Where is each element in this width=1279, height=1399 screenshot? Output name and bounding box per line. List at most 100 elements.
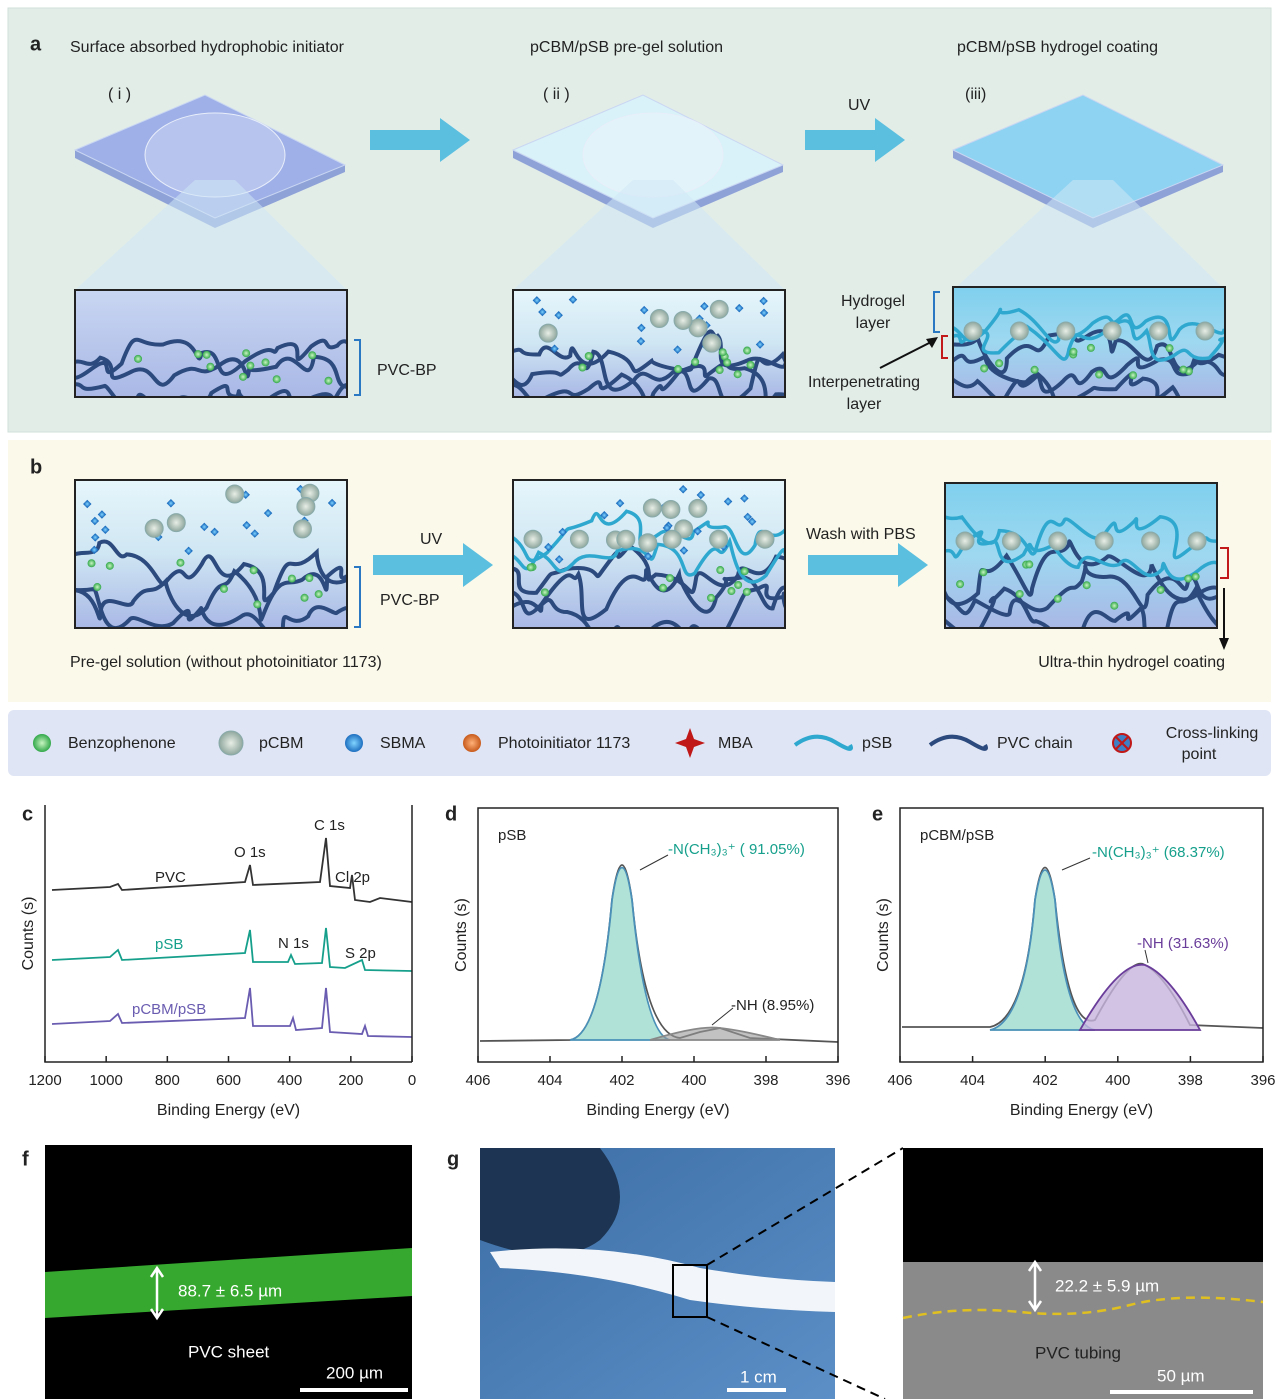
x-tick-label: 400: [681, 1072, 706, 1089]
legend-swatch: [463, 734, 481, 752]
benzophenone: [716, 566, 724, 574]
scale-label: 1 cm: [740, 1367, 777, 1386]
pcbm: [1002, 532, 1020, 550]
benzophenone: [743, 588, 751, 596]
pcbm: [1103, 322, 1121, 340]
benzophenone: [301, 594, 309, 602]
schematic: [65, 290, 382, 415]
pcbm: [167, 514, 185, 532]
x-tick-label: 398: [1178, 1072, 1203, 1089]
pcbm: [710, 300, 728, 318]
region-label: Hydrogel: [841, 293, 905, 310]
benzophenone: [979, 568, 987, 576]
pcbm: [689, 499, 707, 517]
pcbm: [662, 500, 680, 518]
peak-label: N 1s: [278, 935, 309, 952]
benzophenone: [980, 364, 988, 372]
benzophenone: [541, 588, 549, 596]
pcbm: [650, 310, 668, 328]
component-label: -N(CH₃)₃⁺ (68.37%): [1092, 844, 1225, 861]
pcbm: [1010, 322, 1028, 340]
component-label: -NH (8.95%): [731, 997, 814, 1014]
component-label: -NH (31.63%): [1137, 935, 1229, 952]
pcbm: [643, 499, 661, 517]
region-label: PVC-BP: [380, 592, 440, 609]
benzophenone: [716, 366, 724, 374]
schematic-content: [65, 290, 382, 415]
step-title: pCBM/pSB pre-gel solution: [530, 39, 723, 56]
benzophenone: [1016, 590, 1024, 598]
y-axis-label: Counts (s): [875, 898, 892, 972]
schematic-content: [935, 483, 1257, 644]
peak-label: S 2p: [345, 945, 376, 962]
schematic-bg: [513, 290, 785, 397]
x-tick-label: 600: [216, 1072, 241, 1089]
benzophenone: [1025, 560, 1033, 568]
benzophenone: [203, 351, 211, 359]
benzophenone: [88, 559, 96, 567]
benzophenone: [1166, 344, 1174, 352]
sample-label: pCBM/pSB: [920, 827, 994, 844]
benzophenone: [527, 563, 535, 571]
step-tag: (iii): [965, 86, 986, 103]
legend-swatch: [33, 734, 51, 752]
caption: Pre-gel solution (without photoinitiator…: [70, 654, 382, 671]
series-label: pCBM/pSB: [132, 1001, 206, 1018]
schematic-bg: [75, 290, 347, 397]
pcbm: [524, 530, 542, 548]
benzophenone: [1031, 366, 1039, 374]
legend-label: point: [1182, 746, 1217, 763]
benzophenone: [106, 562, 114, 570]
legend-label: SBMA: [380, 735, 426, 752]
arrow-label: Wash with PBS: [806, 526, 916, 543]
pcbm: [145, 519, 163, 537]
panel-label: c: [22, 803, 33, 825]
peak-fill: [650, 1028, 780, 1041]
benzophenone: [691, 358, 699, 366]
benzophenone: [1095, 371, 1103, 379]
benzophenone: [578, 364, 586, 372]
spectrum: [480, 865, 838, 1042]
x-tick-label: 406: [465, 1072, 490, 1089]
peak-label: C 1s: [314, 817, 345, 834]
pcbm: [1150, 322, 1168, 340]
benzophenone: [734, 581, 742, 589]
benzophenone: [1054, 595, 1062, 603]
pcbm: [1196, 322, 1214, 340]
sample-label: PVC tubing: [1035, 1343, 1121, 1362]
benzophenone: [1179, 366, 1187, 374]
y-axis-label: Counts (s): [453, 898, 470, 972]
x-tick-label: 400: [1105, 1072, 1130, 1089]
benzophenone: [1087, 344, 1095, 352]
series-label: PVC: [155, 869, 186, 886]
plot-frame: [45, 805, 412, 1062]
measurement: 22.2 ± 5.9 µm: [1055, 1276, 1159, 1295]
benzophenone: [242, 349, 250, 357]
region-label: layer: [847, 396, 882, 413]
schematic: [503, 480, 817, 642]
x-tick-label: 1200: [28, 1072, 61, 1089]
benzophenone: [315, 590, 323, 598]
page: {"figure":{ "panel_a":{"label":"a","step…: [0, 0, 1279, 1399]
benzophenone: [273, 375, 281, 383]
step-title: pCBM/pSB hydrogel coating: [957, 39, 1158, 56]
benzophenone: [743, 347, 751, 355]
schematic-content: [943, 287, 1251, 412]
legend-swatch: [219, 731, 243, 755]
region-label: layer: [856, 315, 891, 332]
legend-label: PVC chain: [997, 735, 1073, 752]
legend-label: Cross-linking: [1166, 725, 1258, 742]
series-label: pSB: [155, 936, 183, 953]
arrow-label: UV: [420, 531, 443, 548]
x-tick-label: 404: [537, 1072, 562, 1089]
region-label: Interpenetrating: [808, 374, 920, 391]
benzophenone: [324, 377, 332, 385]
x-tick-label: 1000: [89, 1072, 122, 1089]
spectrum: [52, 988, 412, 1037]
sample-label: pSB: [498, 827, 526, 844]
schematic-content: [503, 290, 827, 408]
figure: a Surface absorbed hydrophobic initiator…: [0, 0, 1279, 1399]
peak-fill: [1080, 965, 1200, 1030]
pcbm: [1057, 322, 1075, 340]
legend-label: Benzophenone: [68, 735, 176, 752]
